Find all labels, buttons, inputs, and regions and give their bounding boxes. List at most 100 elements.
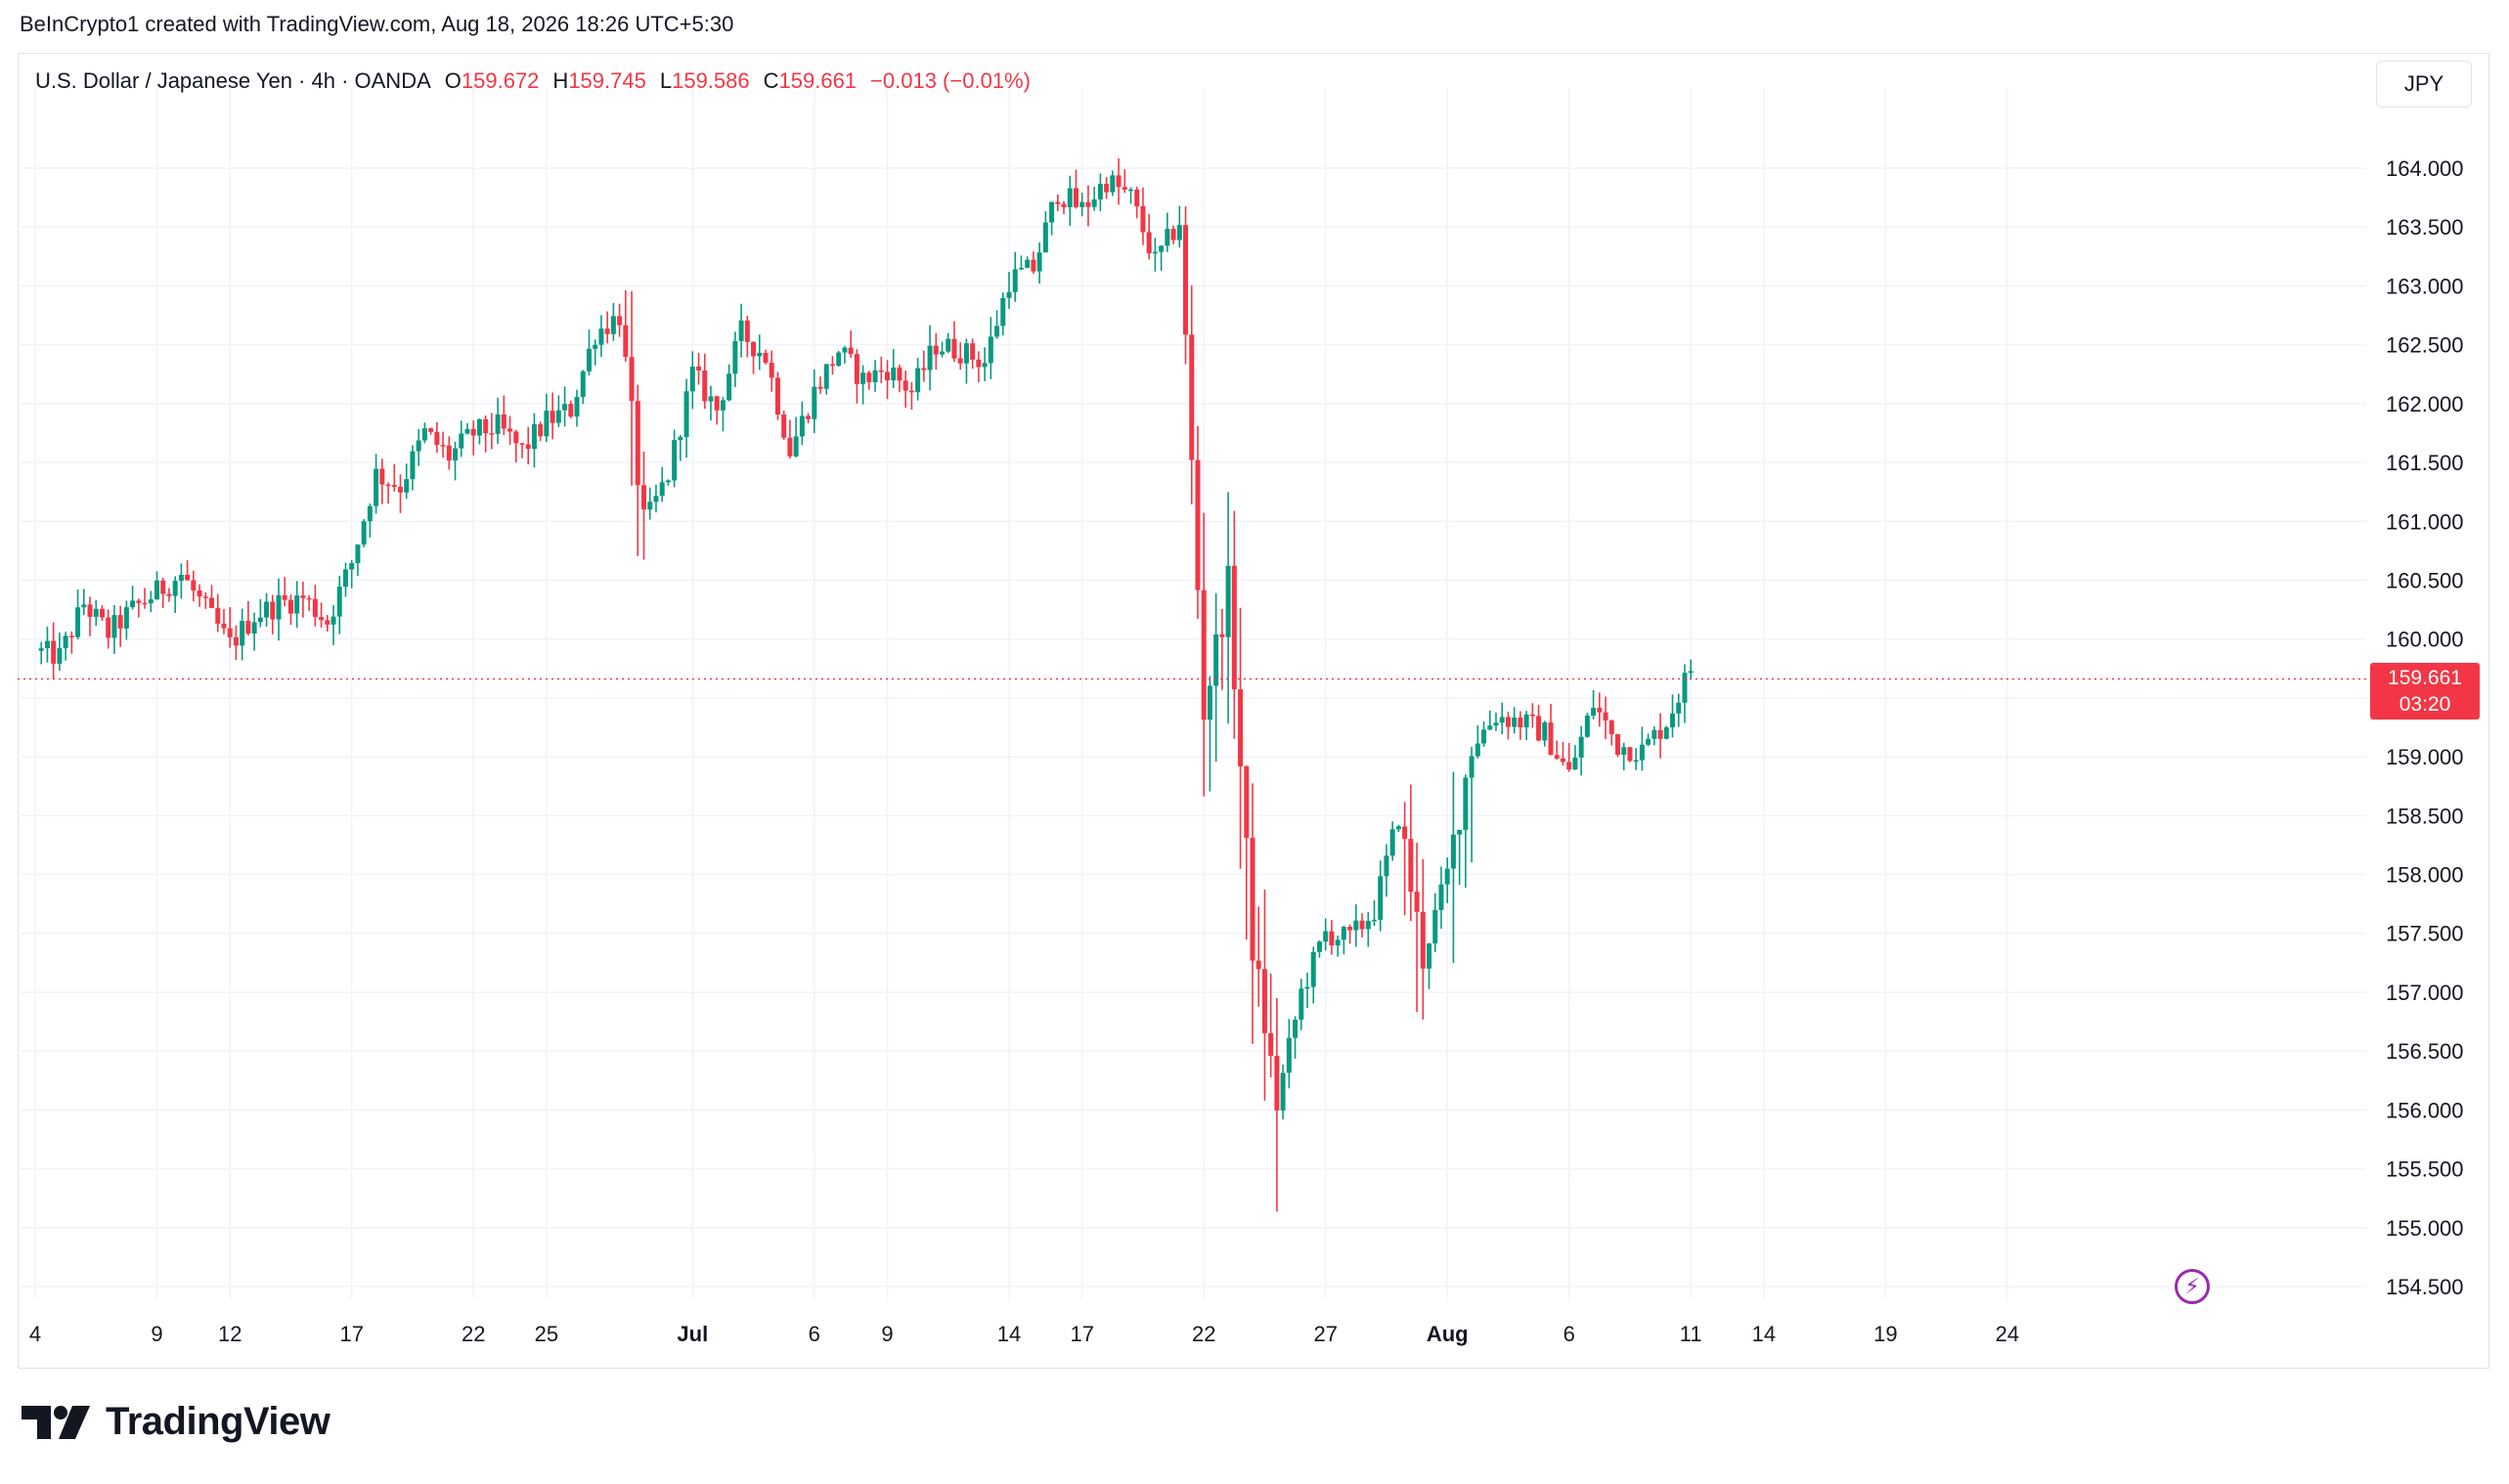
- candle-body: [476, 418, 482, 436]
- candle-body: [860, 372, 866, 384]
- candle-body: [598, 328, 604, 345]
- candle-body: [1091, 199, 1097, 207]
- candle-body: [689, 366, 695, 392]
- candle-body: [1505, 717, 1511, 727]
- date-tick-label: 17: [339, 1322, 363, 1346]
- candle-body: [525, 444, 531, 450]
- candle-body: [1548, 721, 1554, 756]
- candle-body: [829, 364, 835, 367]
- candle-body: [1195, 459, 1201, 590]
- date-tick-label: 27: [1313, 1322, 1337, 1346]
- candle-body: [1597, 708, 1603, 713]
- open-label: O: [444, 68, 462, 93]
- candle-body: [738, 320, 744, 341]
- candle-body: [1402, 826, 1408, 840]
- candle-body: [410, 451, 416, 480]
- candle-body: [774, 377, 780, 415]
- candle-body: [221, 623, 227, 629]
- candle-body: [769, 362, 774, 378]
- candle-body: [672, 440, 678, 481]
- candle-body: [866, 372, 872, 383]
- candle-body: [1018, 267, 1024, 270]
- candle-body: [702, 370, 708, 402]
- candle-body: [678, 437, 683, 441]
- tradingview-brand[interactable]: TradingView: [22, 1400, 330, 1444]
- candle-body: [270, 601, 276, 620]
- candle-body: [908, 390, 914, 393]
- candle-body: [1475, 743, 1480, 757]
- candle-body: [1299, 988, 1304, 1020]
- candle-body: [361, 521, 367, 545]
- candle-body: [1608, 720, 1614, 735]
- candle-body: [240, 621, 245, 646]
- date-tick-label: 9: [881, 1322, 893, 1346]
- date-tick-label: 9: [151, 1322, 162, 1346]
- close-value: 159.661: [778, 68, 858, 93]
- candle-body: [1518, 717, 1523, 727]
- price-tick-label: 159.000: [2386, 745, 2464, 769]
- candle-body: [963, 343, 969, 364]
- candle-body: [1116, 175, 1122, 188]
- candle-body: [1457, 829, 1463, 835]
- candle-body: [68, 635, 74, 637]
- candle-body: [1255, 960, 1261, 970]
- candle-body: [763, 352, 769, 363]
- candle-body: [1329, 931, 1335, 946]
- candle-body: [1310, 951, 1316, 987]
- date-tick-label: 6: [809, 1322, 820, 1346]
- candle-body: [1170, 229, 1176, 240]
- price-tick-label: 157.500: [2386, 922, 2464, 946]
- candle-body: [550, 411, 555, 423]
- candle-body: [99, 608, 105, 618]
- candle-body: [593, 344, 598, 349]
- candle-body: [385, 484, 391, 487]
- candle-body: [732, 340, 738, 374]
- candle-body: [683, 391, 689, 438]
- candle-body: [185, 574, 191, 581]
- candle-body: [1268, 1032, 1274, 1056]
- candle-body: [921, 368, 927, 371]
- candle-body: [757, 352, 763, 357]
- candle-body: [714, 396, 720, 411]
- lightning-icon[interactable]: ⚡: [2175, 1269, 2210, 1304]
- candle-body: [1213, 633, 1219, 686]
- candle-body: [940, 351, 946, 355]
- candle-body: [1025, 259, 1031, 268]
- candle-body: [367, 505, 373, 522]
- candle-body: [982, 363, 988, 368]
- candle-body: [57, 648, 63, 664]
- candle-body: [1523, 714, 1529, 727]
- candle-body: [172, 581, 178, 596]
- candle-body: [1201, 589, 1207, 720]
- candle-body: [264, 601, 270, 618]
- candle-body: [781, 414, 787, 438]
- candle-body: [1274, 1055, 1280, 1111]
- candle-body: [1159, 245, 1165, 252]
- candle-body: [842, 347, 848, 353]
- candle-body: [1280, 1072, 1286, 1111]
- candle-body: [641, 485, 646, 510]
- candle-body: [604, 328, 610, 334]
- candle-body: [1110, 175, 1116, 193]
- currency-button[interactable]: JPY: [2376, 61, 2472, 108]
- chart-frame: [18, 53, 2489, 1369]
- candle-body: [1244, 765, 1250, 839]
- candle-body: [489, 433, 495, 435]
- candle-body: [1414, 892, 1420, 912]
- candle-body: [1012, 269, 1018, 292]
- candle-body: [87, 604, 93, 617]
- candle-body: [1176, 225, 1182, 240]
- candle-body: [123, 607, 129, 629]
- candle-body: [63, 635, 68, 649]
- candle-body: [404, 479, 410, 493]
- candle-body: [38, 648, 44, 651]
- candle-body: [191, 580, 197, 591]
- candle-body: [635, 401, 640, 486]
- candle-body: [215, 607, 221, 624]
- candle-body: [379, 468, 385, 485]
- candle-body: [1067, 188, 1073, 207]
- candle-body: [1688, 671, 1694, 674]
- candle-body: [1146, 232, 1152, 254]
- candle-body: [1225, 565, 1231, 637]
